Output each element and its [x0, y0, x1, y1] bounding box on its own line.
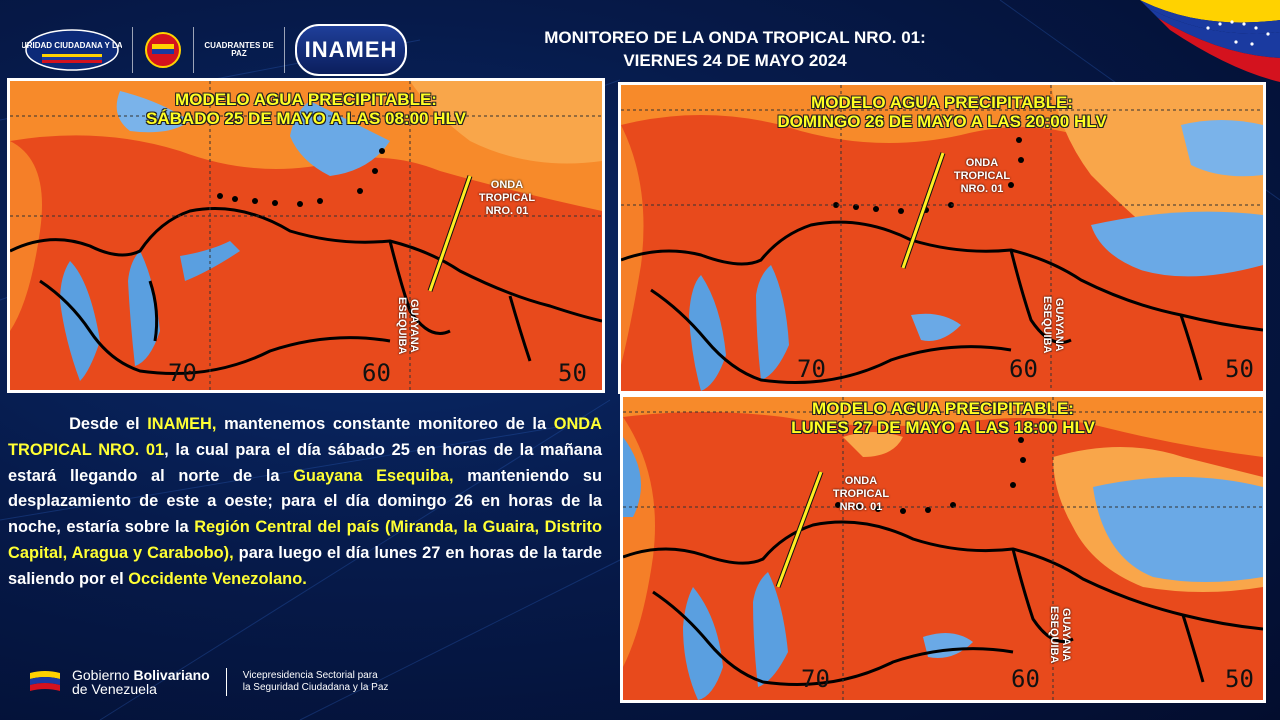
- guayana-label-line: GUAYANA: [1060, 608, 1072, 662]
- precipitable-water-map: [623, 397, 1263, 700]
- onda-label-line: TROPICAL: [478, 192, 536, 204]
- para-highlight: Occidente Venezolano.: [128, 569, 307, 588]
- inameh-logo-text: INAMEH: [304, 37, 398, 62]
- para-highlight: Guayana Esequiba,: [293, 466, 454, 485]
- para-highlight: Región Central del país (Miranda, la Gua…: [8, 518, 602, 562]
- tropical-wave-line: [776, 471, 823, 588]
- logo-divider: [132, 27, 133, 73]
- tropical-wave-line: [901, 152, 945, 269]
- panel-title-line2: SÁBADO 25 DE MAYO A LAS 08:00 HLV: [146, 109, 466, 128]
- guayana-esequiba-label: GUAYANA ESEQUIBA: [1048, 595, 1072, 675]
- cuadrantes-logo: CUADRANTES DE PAZ: [204, 40, 274, 59]
- longitude-label: 60: [362, 359, 391, 387]
- para-text: manteniendo su desplazamiento de este a …: [8, 466, 602, 537]
- page-title: MONITOREO DE LA ONDA TROPICAL NRO. 01: V…: [460, 26, 1010, 72]
- panel-title-line1: MODELO AGUA PRECIPITABLE:: [811, 93, 1073, 112]
- onda-label-line: ONDA: [490, 179, 524, 191]
- para-highlight: ONDA TROPICAL NRO. 01: [8, 415, 602, 459]
- gov-line2: de Venezuela: [72, 681, 157, 697]
- guayana-label-line: ESEQUIBA: [396, 297, 408, 355]
- onda-tropical-label: ONDA TROPICAL NRO. 01: [826, 475, 896, 514]
- onda-label-line: NRO. 01: [839, 501, 883, 513]
- para-text: para luego el día lunes 27 en horas de l…: [8, 543, 603, 588]
- logo-divider: [284, 27, 285, 73]
- inameh-logo: INAMEH: [295, 24, 407, 76]
- guayana-label-line: ESEQUIBA: [1041, 296, 1053, 354]
- guayana-esequiba-label: GUAYANA ESEQUIBA: [396, 281, 420, 371]
- emblem-logo: [143, 30, 183, 70]
- para-highlight: INAMEH,: [147, 415, 217, 433]
- para-text: mantenemos constante monitoreo de la: [216, 415, 554, 433]
- para-text: Desde el: [69, 415, 148, 433]
- onda-label-line: ONDA: [965, 157, 999, 169]
- longitude-label: 60: [1009, 355, 1038, 383]
- map-panel-monday: MODELO AGUA PRECIPITABLE: LUNES 27 DE MA…: [620, 394, 1266, 703]
- onda-label-line: NRO. 01: [960, 183, 1004, 195]
- longitude-label: 50: [558, 359, 587, 387]
- venezuela-flag-corner: [1140, 0, 1280, 82]
- vice-line1: Vicepresidencia Sectorial para: [242, 670, 378, 681]
- longitude-label: 70: [168, 359, 197, 387]
- longitude-label: 50: [1225, 355, 1254, 383]
- panel-title-line2: LUNES 27 DE MAYO A LAS 18:00 HLV: [791, 418, 1095, 437]
- header-logos: SEGURIDAD CIUDADANA Y LA PAZ CUADRANTES …: [22, 22, 407, 78]
- gov-bold: Bolivariano: [133, 667, 210, 683]
- onda-tropical-label: ONDA TROPICAL NRO. 01: [947, 157, 1017, 196]
- longitude-label: 70: [797, 355, 826, 383]
- page-title-line2: VIERNES 24 DE MAYO 2024: [623, 51, 847, 70]
- onda-tropical-label: ONDA TROPICAL NRO. 01: [472, 179, 542, 218]
- guayana-label-line: GUAYANA: [1053, 298, 1065, 352]
- government-name: Gobierno Bolivariano de Venezuela: [72, 668, 210, 696]
- precipitable-water-map: [10, 81, 602, 390]
- venezuela-flag-icon: [30, 671, 60, 691]
- longitude-label: 50: [1225, 665, 1254, 693]
- description-paragraph: Desde el INAMEH, mantenemos constante mo…: [8, 412, 602, 593]
- map-panel-sunday: MODELO AGUA PRECIPITABLE: DOMINGO 26 DE …: [618, 82, 1266, 394]
- panel-title: MODELO AGUA PRECIPITABLE: SÁBADO 25 DE M…: [10, 90, 602, 128]
- longitude-label: 70: [801, 665, 830, 693]
- onda-label-line: NRO. 01: [485, 205, 529, 217]
- panel-title-line1: MODELO AGUA PRECIPITABLE:: [175, 90, 437, 109]
- seguridad-logo-text: SEGURIDAD CIUDADANA Y LA PAZ: [22, 41, 122, 50]
- onda-label-line: ONDA: [844, 475, 878, 487]
- footer-divider: [225, 668, 227, 696]
- precipitable-water-map: [621, 85, 1263, 391]
- guayana-esequiba-label: GUAYANA ESEQUIBA: [1041, 285, 1065, 365]
- panel-title-line2: DOMINGO 26 DE MAYO A LAS 20:00 HLV: [777, 112, 1107, 131]
- vice-line2: la Seguridad Ciudadana y la Paz: [242, 682, 389, 693]
- para-text: , la cual para el día sábado 25 en horas…: [8, 440, 602, 485]
- onda-label-line: TROPICAL: [832, 488, 890, 500]
- panel-title: MODELO AGUA PRECIPITABLE: LUNES 27 DE MA…: [623, 399, 1263, 437]
- page-title-line1: MONITOREO DE LA ONDA TROPICAL NRO. 01:: [544, 28, 926, 47]
- vicepresidency-name: Vicepresidencia Sectorial para la Seguri…: [243, 670, 389, 694]
- longitude-label: 60: [1011, 665, 1040, 693]
- gov-prefix: Gobierno: [72, 667, 134, 683]
- guayana-label-line: GUAYANA: [408, 299, 420, 353]
- panel-title: MODELO AGUA PRECIPITABLE: DOMINGO 26 DE …: [621, 93, 1263, 131]
- onda-label-line: TROPICAL: [953, 170, 1011, 182]
- tropical-wave-line: [428, 175, 472, 292]
- map-panel-saturday: MODELO AGUA PRECIPITABLE: SÁBADO 25 DE M…: [7, 78, 605, 393]
- panel-title-line1: MODELO AGUA PRECIPITABLE:: [812, 399, 1074, 418]
- guayana-label-line: ESEQUIBA: [1048, 606, 1060, 664]
- footer: Gobierno Bolivariano de Venezuela Vicepr…: [28, 668, 388, 696]
- cuadrantes-logo-text: CUADRANTES DE PAZ: [204, 40, 274, 58]
- logo-divider: [193, 27, 194, 73]
- seguridad-logo: SEGURIDAD CIUDADANA Y LA PAZ: [22, 27, 122, 73]
